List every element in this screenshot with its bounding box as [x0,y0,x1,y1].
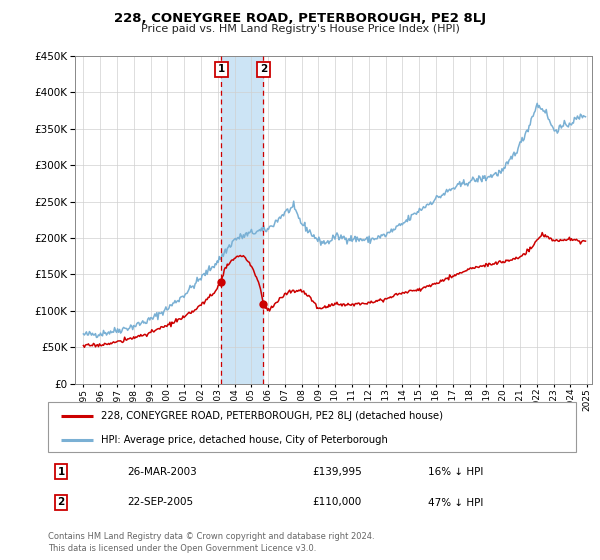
FancyBboxPatch shape [48,402,576,452]
Text: £139,995: £139,995 [312,466,362,477]
Text: 2: 2 [58,497,65,507]
Text: Contains HM Land Registry data © Crown copyright and database right 2024.
This d: Contains HM Land Registry data © Crown c… [48,532,374,553]
Text: 1: 1 [58,466,65,477]
Text: 47% ↓ HPI: 47% ↓ HPI [428,497,484,507]
Text: 1: 1 [218,64,225,74]
Text: 26-MAR-2003: 26-MAR-2003 [127,466,197,477]
Text: 2: 2 [260,64,267,74]
Text: £110,000: £110,000 [312,497,361,507]
Text: Price paid vs. HM Land Registry's House Price Index (HPI): Price paid vs. HM Land Registry's House … [140,24,460,34]
Text: 228, CONEYGREE ROAD, PETERBOROUGH, PE2 8LJ (detached house): 228, CONEYGREE ROAD, PETERBOROUGH, PE2 8… [101,411,443,421]
Text: 228, CONEYGREE ROAD, PETERBOROUGH, PE2 8LJ: 228, CONEYGREE ROAD, PETERBOROUGH, PE2 8… [114,12,486,25]
Bar [221,56,263,384]
Text: 22-SEP-2005: 22-SEP-2005 [127,497,193,507]
Text: 16% ↓ HPI: 16% ↓ HPI [428,466,484,477]
Text: HPI: Average price, detached house, City of Peterborough: HPI: Average price, detached house, City… [101,435,388,445]
